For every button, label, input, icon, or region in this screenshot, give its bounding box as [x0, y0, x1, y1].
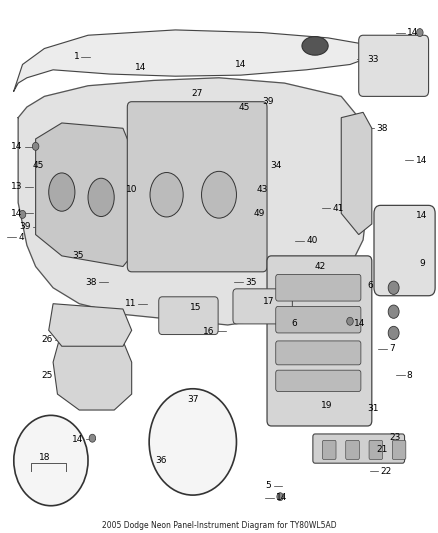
Ellipse shape: [302, 37, 328, 55]
Text: 39: 39: [263, 97, 274, 106]
Text: 15: 15: [190, 303, 201, 312]
Text: 37: 37: [187, 395, 198, 404]
FancyBboxPatch shape: [233, 289, 292, 324]
Ellipse shape: [417, 29, 423, 37]
Text: 14: 14: [11, 142, 22, 151]
Text: 49: 49: [254, 209, 265, 218]
FancyBboxPatch shape: [313, 434, 405, 463]
FancyBboxPatch shape: [346, 440, 359, 459]
Text: 14: 14: [135, 63, 146, 71]
Ellipse shape: [388, 305, 399, 318]
Ellipse shape: [347, 317, 353, 325]
Circle shape: [14, 415, 88, 506]
Text: 45: 45: [238, 102, 250, 111]
Polygon shape: [35, 123, 132, 266]
FancyBboxPatch shape: [276, 370, 361, 391]
Ellipse shape: [277, 492, 283, 500]
Text: 7: 7: [389, 344, 395, 353]
FancyBboxPatch shape: [322, 440, 336, 459]
Ellipse shape: [150, 173, 183, 217]
Text: 22: 22: [381, 467, 392, 475]
Text: 21: 21: [376, 446, 388, 455]
Text: 39: 39: [20, 222, 31, 231]
Text: 10: 10: [126, 185, 138, 194]
Text: 14: 14: [72, 435, 84, 444]
FancyBboxPatch shape: [276, 274, 361, 301]
Text: 31: 31: [367, 405, 379, 414]
Text: 4: 4: [18, 233, 24, 242]
Text: 35: 35: [245, 278, 257, 287]
Text: 27: 27: [191, 89, 203, 98]
FancyBboxPatch shape: [127, 102, 267, 272]
Text: 38: 38: [85, 278, 97, 287]
Text: 40: 40: [306, 237, 318, 246]
Text: 14: 14: [354, 319, 366, 328]
Ellipse shape: [32, 142, 39, 150]
FancyBboxPatch shape: [276, 341, 361, 365]
Text: 18: 18: [39, 454, 50, 463]
Text: 8: 8: [407, 371, 413, 380]
Polygon shape: [14, 30, 372, 91]
Text: 5: 5: [265, 481, 272, 490]
FancyBboxPatch shape: [392, 440, 406, 459]
FancyBboxPatch shape: [369, 440, 382, 459]
Text: 11: 11: [124, 299, 136, 308]
FancyBboxPatch shape: [374, 205, 435, 296]
Ellipse shape: [89, 434, 95, 442]
Ellipse shape: [201, 171, 237, 218]
Ellipse shape: [88, 178, 114, 216]
Text: 14: 14: [276, 493, 287, 502]
Text: 1: 1: [74, 52, 79, 61]
Text: 25: 25: [42, 371, 53, 380]
Text: 6: 6: [292, 319, 297, 328]
Text: 9: 9: [420, 260, 426, 268]
Text: 42: 42: [315, 262, 326, 271]
Text: 35: 35: [72, 252, 84, 260]
FancyBboxPatch shape: [359, 35, 428, 96]
Text: 13: 13: [11, 182, 22, 191]
Text: 45: 45: [33, 161, 44, 170]
Text: 14: 14: [407, 28, 418, 37]
Ellipse shape: [19, 211, 26, 219]
Text: 26: 26: [42, 335, 53, 344]
Polygon shape: [341, 112, 372, 235]
Text: 16: 16: [203, 327, 215, 336]
FancyBboxPatch shape: [159, 297, 218, 335]
Text: 17: 17: [263, 296, 274, 305]
Text: 14: 14: [235, 60, 247, 69]
Polygon shape: [49, 304, 132, 346]
Text: 38: 38: [376, 124, 388, 133]
Text: 14: 14: [416, 156, 427, 165]
Text: 19: 19: [321, 401, 332, 410]
FancyBboxPatch shape: [267, 256, 372, 426]
Text: 14: 14: [416, 212, 427, 221]
Text: 41: 41: [332, 204, 344, 213]
Text: 6: 6: [367, 280, 373, 289]
Ellipse shape: [388, 281, 399, 294]
Text: 2005 Dodge Neon Panel-Instrument Diagram for TY80WL5AD: 2005 Dodge Neon Panel-Instrument Diagram…: [102, 521, 336, 530]
Ellipse shape: [49, 173, 75, 211]
Text: 34: 34: [270, 161, 282, 170]
Circle shape: [149, 389, 237, 495]
Polygon shape: [53, 330, 132, 410]
Polygon shape: [18, 78, 367, 325]
Text: 43: 43: [257, 185, 268, 194]
Ellipse shape: [388, 326, 399, 340]
Text: 23: 23: [389, 433, 401, 442]
FancyBboxPatch shape: [276, 306, 361, 333]
Text: 36: 36: [155, 456, 166, 465]
Text: 14: 14: [11, 209, 22, 218]
Text: 33: 33: [367, 55, 379, 63]
